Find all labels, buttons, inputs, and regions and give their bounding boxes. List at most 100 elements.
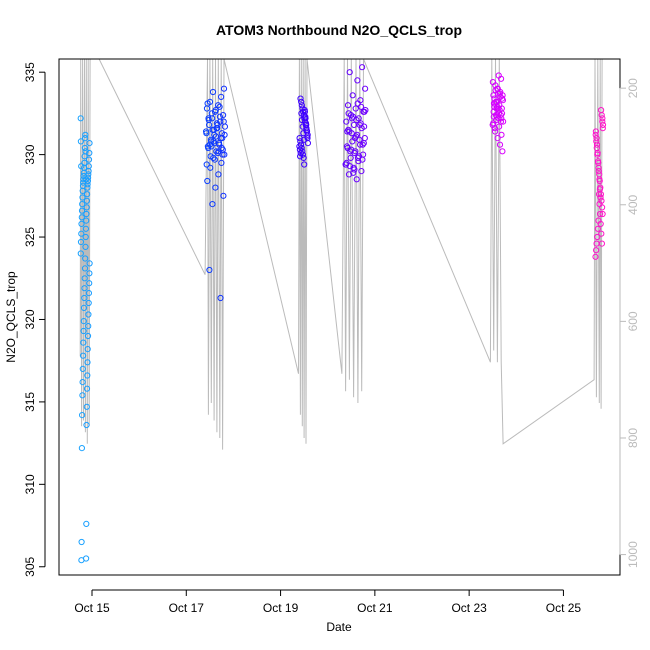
data-point [599, 121, 607, 129]
data-point [597, 210, 604, 218]
data-point [79, 412, 86, 419]
y2-tick-label: 800 [626, 428, 640, 448]
data-point [349, 92, 356, 99]
data-point [80, 352, 87, 359]
data-point [84, 184, 91, 191]
data-point [79, 365, 86, 372]
data-point [84, 191, 91, 198]
data-point [300, 130, 307, 137]
data-point [350, 169, 357, 176]
data-point [599, 210, 606, 218]
y2-tick-label: 200 [626, 78, 640, 98]
data-point [495, 105, 502, 112]
data-point [81, 294, 88, 302]
data-point [207, 164, 214, 171]
data-point [300, 136, 308, 143]
data-point [353, 176, 360, 183]
pressure-trace [79, 58, 603, 450]
data-point [220, 85, 228, 92]
data-point [304, 135, 311, 142]
data-point [302, 115, 309, 122]
data-point [496, 123, 503, 130]
x-axis-label: Date [326, 620, 352, 634]
data-point [208, 110, 215, 117]
data-point [78, 207, 86, 214]
data-point [593, 141, 601, 148]
data-point [207, 153, 214, 160]
data-point [595, 191, 603, 198]
data-point [343, 118, 350, 125]
data-point [598, 197, 605, 204]
data-point [85, 290, 93, 297]
data-point [204, 177, 211, 185]
data-point [361, 108, 368, 115]
data-point [77, 115, 84, 122]
data-point [86, 280, 93, 287]
data-point [495, 72, 502, 79]
data-point [351, 166, 358, 173]
data-point [359, 64, 366, 71]
y-tick-label: 335 [23, 62, 37, 82]
x-tick-label: Oct 25 [546, 601, 582, 615]
data-point [218, 93, 225, 101]
y-axis-label: N2O_QCLS_trop [4, 271, 18, 363]
y-tick-label: 305 [23, 556, 37, 576]
y-tick-label: 330 [23, 144, 37, 164]
data-point [206, 266, 213, 274]
data-point [82, 176, 89, 183]
data-point [216, 103, 223, 110]
data-point [83, 197, 91, 204]
data-point [599, 115, 606, 122]
data-point [82, 135, 89, 142]
y-tick-label: 310 [23, 474, 37, 494]
data-point [496, 90, 503, 97]
data-point [78, 220, 85, 227]
data-point [297, 153, 304, 160]
data-point [298, 110, 305, 117]
data-point [303, 121, 310, 129]
data-point [220, 112, 227, 119]
data-point [203, 161, 210, 168]
data-point [492, 128, 499, 135]
data-point [299, 123, 306, 130]
pressure-line [79, 58, 603, 450]
data-point [209, 201, 216, 208]
x-tick-label: Oct 19 [263, 601, 299, 615]
data-point [80, 327, 87, 335]
data-point [85, 156, 93, 163]
data-point [599, 125, 606, 132]
data-point [358, 168, 365, 175]
data-point [78, 538, 85, 546]
data-point [218, 144, 225, 152]
data-point [592, 253, 599, 260]
y2-tick-label: 600 [626, 311, 640, 331]
data-point [491, 103, 498, 110]
data-point [593, 135, 600, 142]
data-point [80, 318, 87, 325]
data-point [300, 154, 307, 161]
data-point [86, 149, 93, 157]
data-point [83, 204, 90, 211]
data-point [359, 141, 366, 148]
data-point [493, 113, 500, 120]
data-point [211, 156, 218, 163]
data-point [498, 131, 505, 138]
data-point [82, 233, 89, 241]
data-point [220, 192, 227, 199]
data-point [300, 108, 307, 115]
data-point [86, 270, 93, 277]
data-point [301, 108, 308, 115]
data-point [78, 230, 85, 237]
data-point [84, 346, 91, 353]
data-point [301, 161, 308, 168]
data-point [78, 445, 86, 452]
data-point [215, 171, 222, 178]
data-point [77, 138, 85, 145]
data-point [220, 118, 227, 125]
data-point [83, 403, 90, 410]
data-point [598, 240, 606, 247]
data-point [203, 130, 210, 137]
data-point [213, 125, 220, 132]
data-point [297, 149, 304, 157]
data-point [597, 220, 604, 227]
